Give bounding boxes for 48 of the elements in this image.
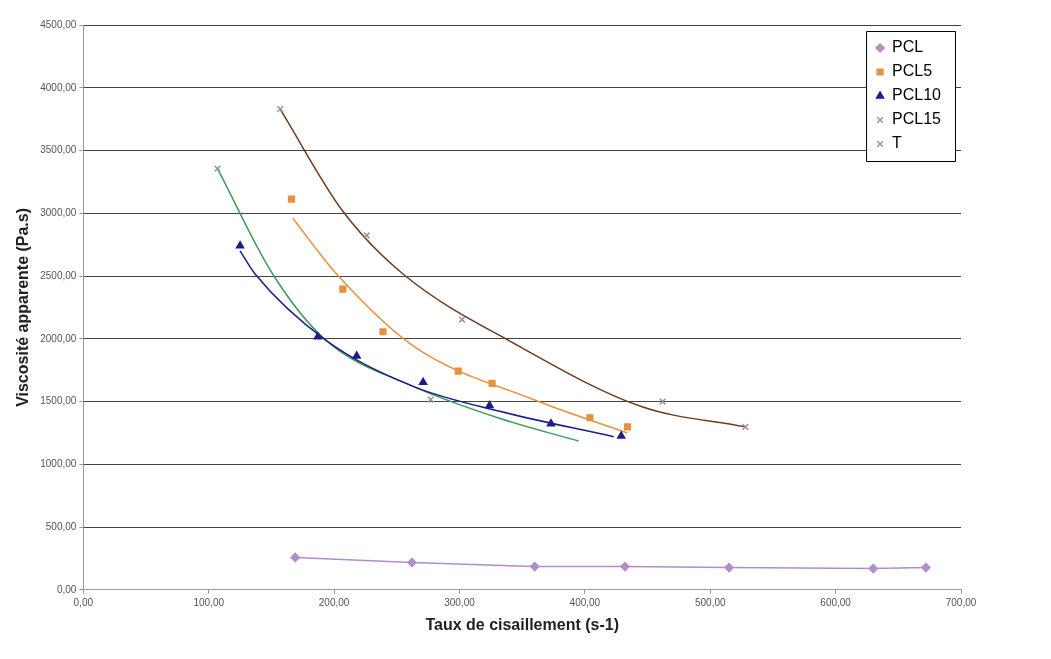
point (454, 367, 462, 375)
y-tick-label: 3000,00 (40, 207, 77, 219)
x-tick-label: 600,00 (820, 596, 852, 608)
legend-label: PCL5 (892, 62, 933, 80)
point (921, 562, 931, 573)
x-axis-title: Taux de cisaillement (s-1) (425, 615, 619, 633)
y-tick-label: 3500,00 (40, 144, 77, 156)
point (458, 316, 466, 324)
x-tick-label: 0,00 (73, 596, 94, 608)
y-axis-title: Viscosité apparente (Pa.s) (14, 207, 32, 407)
point (379, 328, 387, 336)
point (623, 423, 632, 431)
y-tick-label: 1000,00 (40, 458, 77, 470)
y-tick-label: 500,00 (45, 520, 77, 532)
point (586, 414, 594, 422)
legend-label: PCL15 (892, 110, 942, 128)
point (287, 195, 296, 203)
point (868, 563, 878, 574)
point (407, 557, 417, 568)
point (352, 351, 361, 359)
line-series (279, 108, 747, 428)
x-tick-label: 300,00 (444, 596, 476, 608)
y-tick-label: 4500,00 (40, 18, 77, 30)
point (529, 561, 540, 572)
point (620, 561, 630, 572)
point (339, 285, 347, 293)
x-tick-label: 200,00 (318, 596, 350, 608)
point (235, 240, 245, 249)
y-tick-label: 0,00 (56, 583, 77, 595)
y-tick-label: 2000,00 (40, 332, 77, 344)
point (313, 332, 323, 340)
point (290, 552, 300, 563)
point (418, 377, 428, 386)
x-tick-label: 400,00 (569, 596, 601, 608)
point (488, 379, 496, 387)
y-tick-label: 2500,00 (40, 269, 77, 281)
legend-label: PCL10 (892, 86, 942, 104)
y-tick-label: 1500,00 (40, 395, 77, 407)
x-tick-label: 500,00 (694, 596, 726, 608)
legend-label: PCL (892, 38, 924, 56)
x-tick-label: 100,00 (193, 596, 225, 608)
point (485, 400, 494, 409)
x-tick-label: 700,00 (945, 596, 977, 608)
point (546, 419, 556, 427)
legend-label: T (892, 134, 903, 152)
point (724, 562, 734, 573)
y-tick-label: 4000,00 (40, 81, 77, 93)
point (617, 431, 626, 439)
